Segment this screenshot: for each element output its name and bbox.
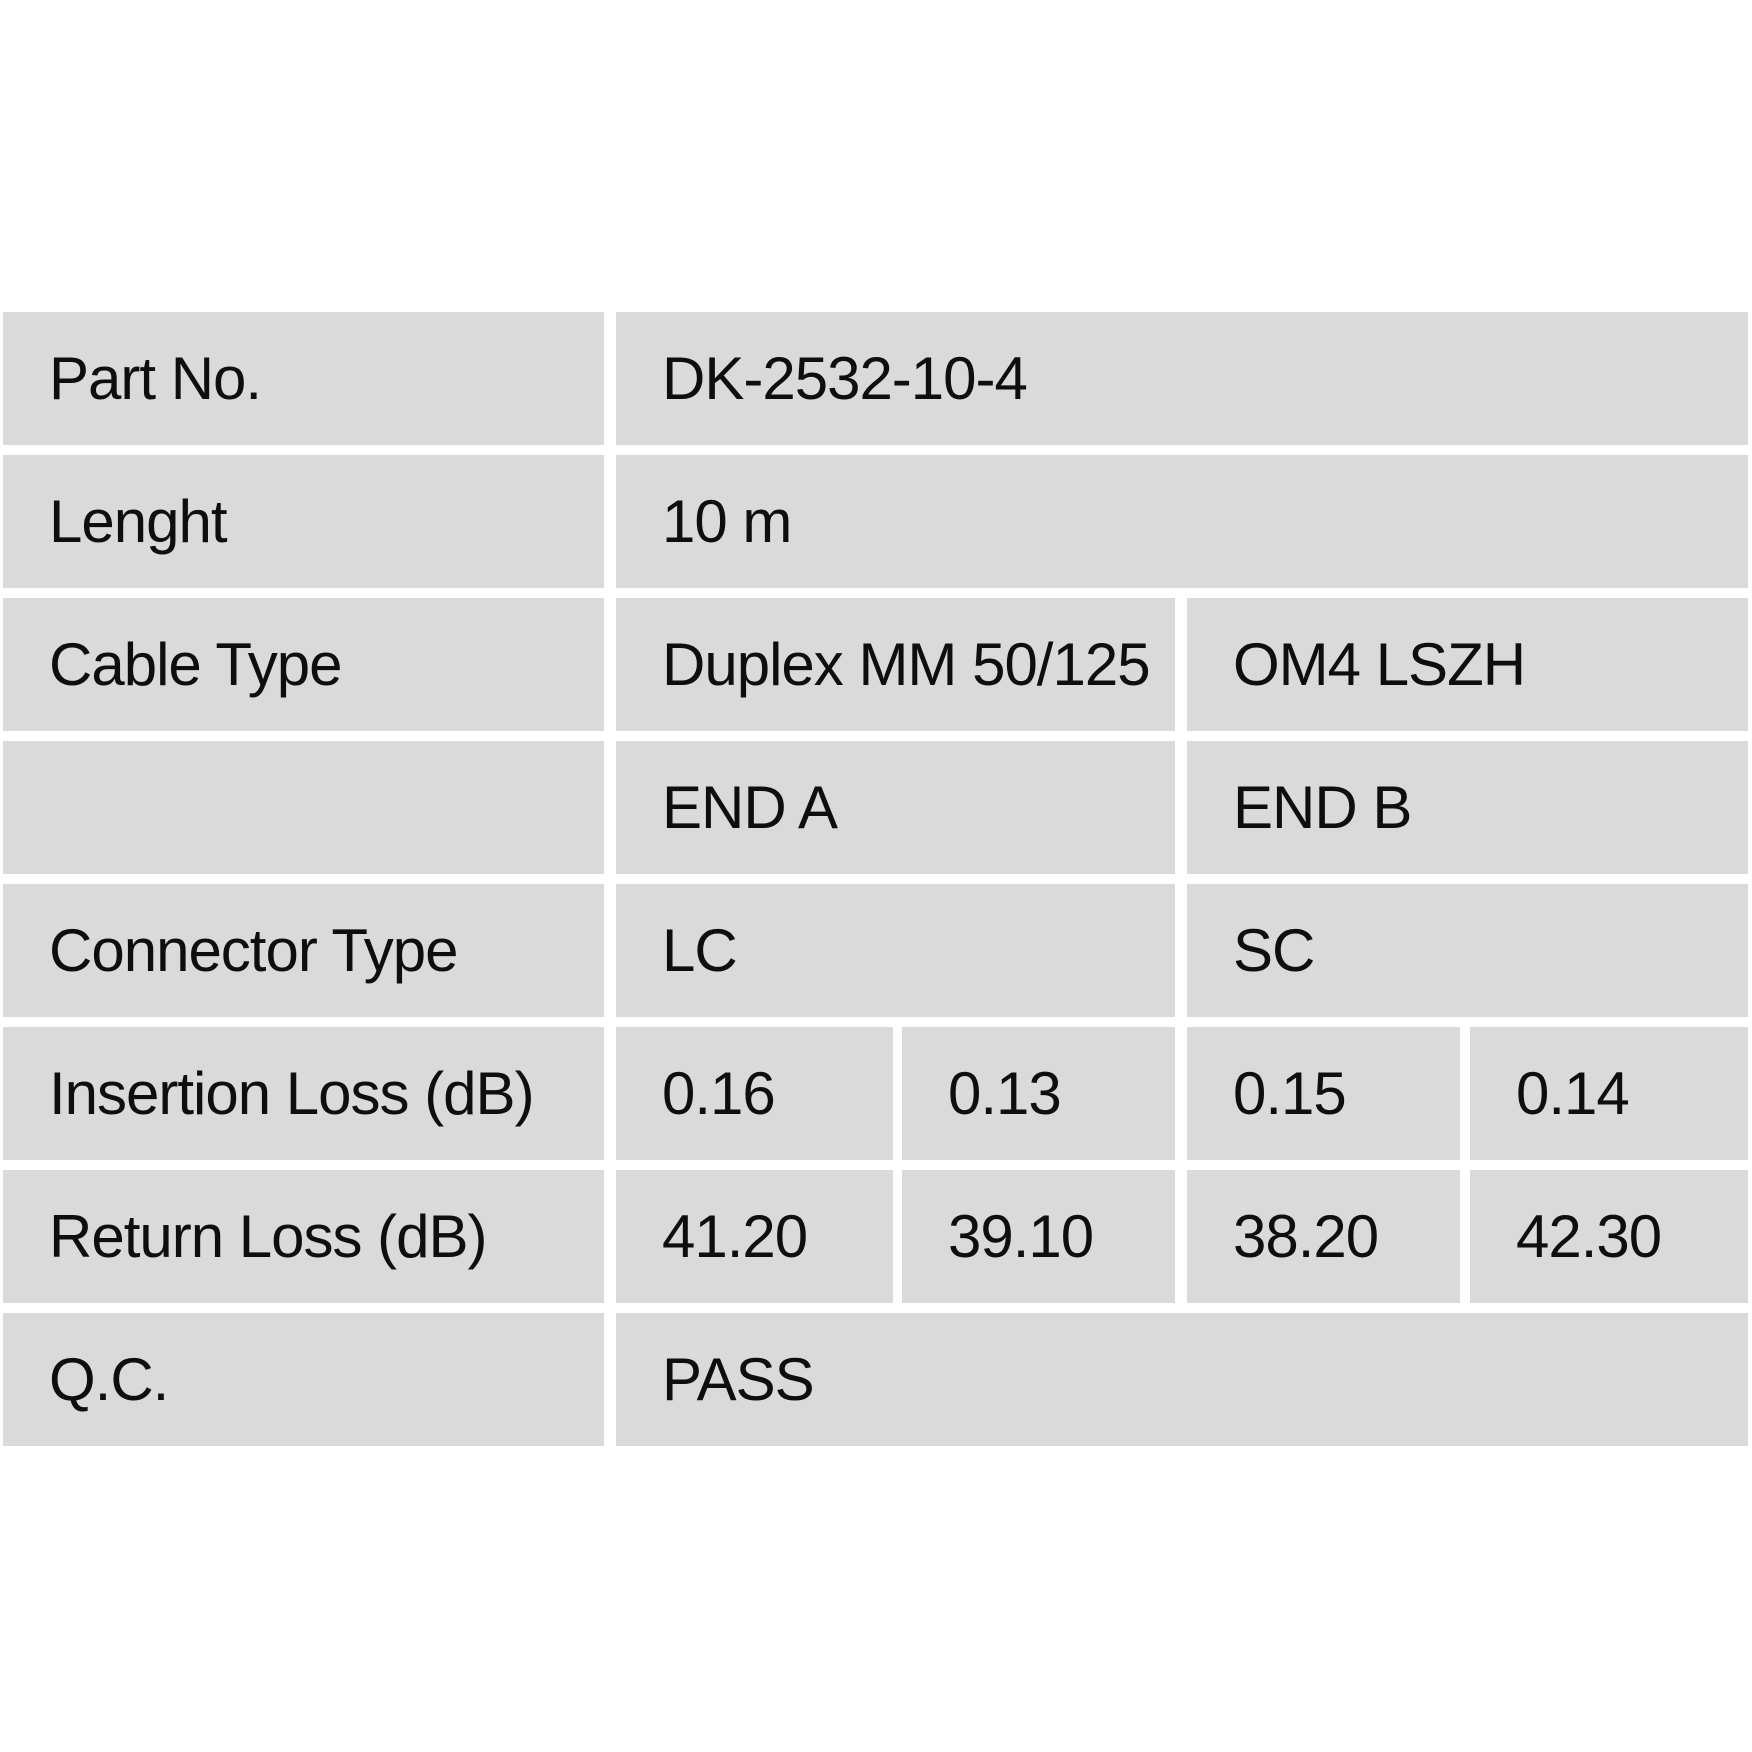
insertion-loss-end-b-1: 0.15	[1187, 1027, 1460, 1160]
qc-value: PASS	[616, 1313, 1748, 1446]
insertion-loss-end-a-2: 0.13	[902, 1027, 1175, 1160]
length-label: Lenght	[3, 455, 604, 588]
end-b-header: END B	[1187, 741, 1748, 874]
connector-type-value-a: LC	[616, 884, 1175, 1017]
end-a-header: END A	[616, 741, 1175, 874]
connector-type-label: Connector Type	[3, 884, 604, 1017]
insertion-loss-end-b-2: 0.14	[1470, 1027, 1748, 1160]
insertion-loss-end-a-1: 0.16	[616, 1027, 893, 1160]
return-loss-end-a-2: 39.10	[902, 1170, 1175, 1303]
return-loss-label: Return Loss (dB)	[3, 1170, 604, 1303]
insertion-loss-label: Insertion Loss (dB)	[3, 1027, 604, 1160]
qc-label: Q.C.	[3, 1313, 604, 1446]
length-value: 10 m	[616, 455, 1748, 588]
cable-type-value-b: OM4 LSZH	[1187, 598, 1748, 731]
return-loss-end-a-1: 41.20	[616, 1170, 893, 1303]
cable-type-value-a: Duplex MM 50/125	[616, 598, 1175, 731]
connector-type-value-b: SC	[1187, 884, 1748, 1017]
table-row-cable-type: Cable Type Duplex MM 50/125 OM4 LSZH	[3, 598, 1748, 731]
spec-table: Part No. DK-2532-10-4 Lenght 10 m Cable …	[3, 312, 1748, 1456]
table-row-ends: END A END B	[3, 741, 1748, 874]
part-no-value: DK-2532-10-4	[616, 312, 1748, 445]
table-row-connector-type: Connector Type LC SC	[3, 884, 1748, 1017]
ends-empty-cell	[3, 741, 604, 874]
return-loss-end-b-2: 42.30	[1470, 1170, 1748, 1303]
return-loss-end-b-1: 38.20	[1187, 1170, 1460, 1303]
table-row-part-no: Part No. DK-2532-10-4	[3, 312, 1748, 445]
table-row-length: Lenght 10 m	[3, 455, 1748, 588]
table-row-qc: Q.C. PASS	[3, 1313, 1748, 1446]
table-row-return-loss: Return Loss (dB) 41.20 39.10 38.20 42.30	[3, 1170, 1748, 1303]
table-row-insertion-loss: Insertion Loss (dB) 0.16 0.13 0.15 0.14	[3, 1027, 1748, 1160]
cable-type-label: Cable Type	[3, 598, 604, 731]
part-no-label: Part No.	[3, 312, 604, 445]
